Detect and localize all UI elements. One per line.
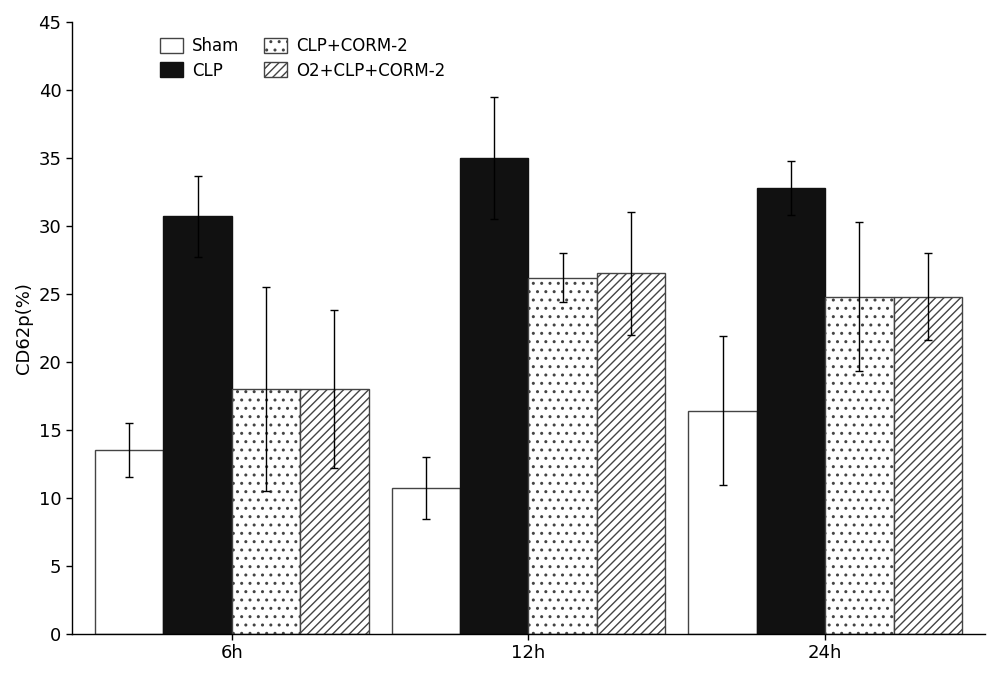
Bar xyxy=(232,389,300,634)
Bar xyxy=(757,188,825,634)
Bar xyxy=(825,297,894,634)
Bar xyxy=(95,450,163,634)
Y-axis label: CD62p(%): CD62p(%) xyxy=(15,282,33,374)
Bar xyxy=(392,488,460,634)
Bar xyxy=(894,297,962,634)
Bar xyxy=(688,411,757,634)
Bar xyxy=(597,274,665,634)
Bar xyxy=(528,278,597,634)
Bar xyxy=(163,217,232,634)
Bar xyxy=(460,158,528,634)
Bar xyxy=(300,389,369,634)
Legend: Sham, CLP, CLP+CORM-2, O2+CLP+CORM-2: Sham, CLP, CLP+CORM-2, O2+CLP+CORM-2 xyxy=(153,30,452,87)
